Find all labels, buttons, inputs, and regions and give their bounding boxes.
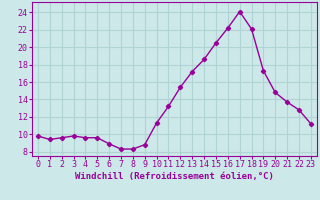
X-axis label: Windchill (Refroidissement éolien,°C): Windchill (Refroidissement éolien,°C): [75, 172, 274, 181]
